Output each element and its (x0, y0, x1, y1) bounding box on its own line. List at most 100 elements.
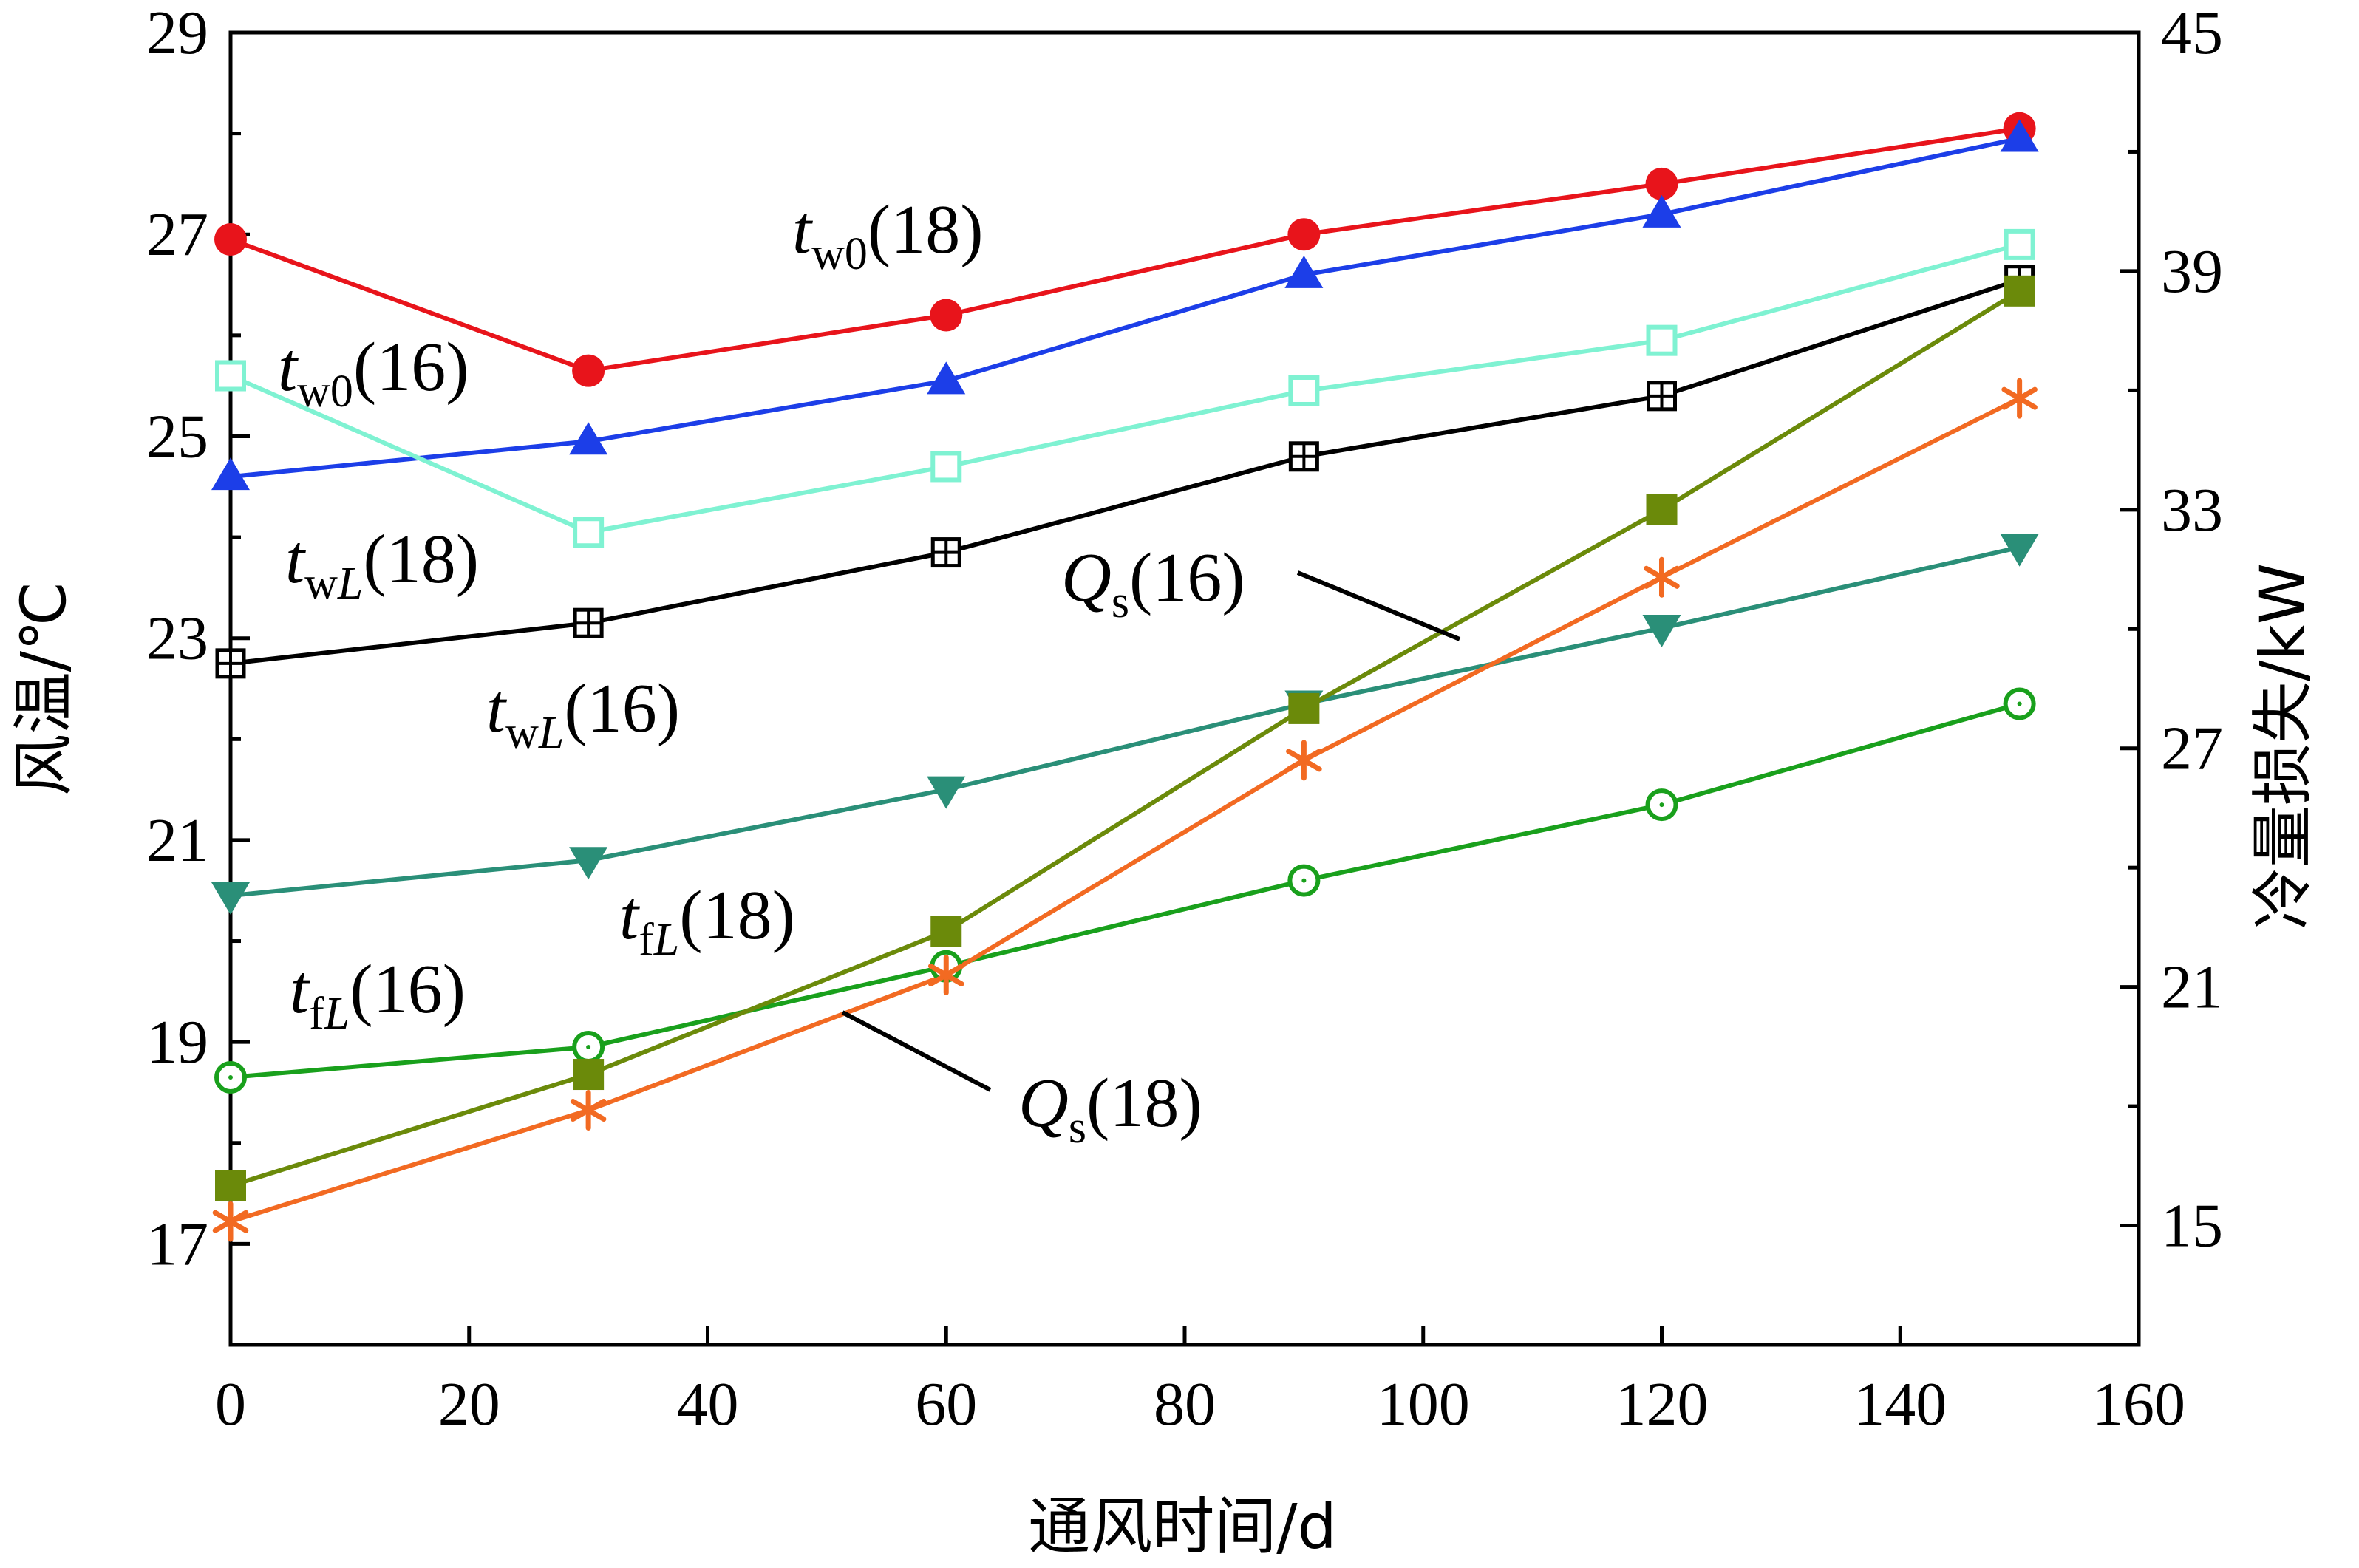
marker-tfL_18 (1642, 615, 1681, 648)
y-tick-label: 25 (146, 402, 208, 471)
marker-tw0_16 (211, 457, 250, 491)
annotation-subscript: s (1069, 1102, 1086, 1153)
annotation-leader-lines (841, 570, 1461, 1092)
marker-twL_16 (930, 537, 961, 568)
marker-twL_18 (930, 451, 962, 483)
annotation-subscript-part: w (506, 708, 539, 758)
marker-tfL_16 (1287, 864, 1321, 897)
marker-tfL_18 (927, 776, 966, 809)
marker-twL_16 (1647, 381, 1677, 412)
marker-twL_18 (573, 517, 605, 548)
y-right-ticks: 15 21 27 33 39 45 (2120, 0, 2223, 1261)
y-tick-label: 23 (146, 604, 208, 673)
annotation-subscript: fL (639, 915, 679, 965)
x-tick-label: 100 (1377, 1370, 1470, 1439)
annotation-symbol: t (619, 877, 640, 954)
marker-Qs_16 (573, 1059, 605, 1091)
marker-tfL_16 (1645, 788, 1678, 822)
series-line-tfL_16 (230, 701, 2021, 1080)
annotation-subscript: wL (304, 559, 363, 609)
annotation-label: Qs(16) (1061, 539, 1245, 627)
x-tick-label: 160 (2092, 1370, 2185, 1439)
marker-tfL_16 (214, 1060, 247, 1094)
series-markers (211, 112, 2039, 1242)
marker-tw0_16 (1642, 194, 1681, 228)
y-left-ticks: 17 19 21 23 25 27 29 (146, 0, 250, 1347)
annotation-symbol: t (285, 521, 306, 598)
marker-stroke (2001, 386, 2038, 410)
marker-dot (586, 1044, 591, 1049)
marker-Qs_18 (212, 1201, 249, 1242)
marker-twL_16 (573, 607, 604, 638)
annotation-subscript: w0 (297, 367, 353, 417)
marker-tw0_16 (927, 361, 966, 395)
marker-tw0_16 (569, 422, 608, 455)
marker-tw0_16 (2000, 119, 2039, 152)
marker-Qs_18 (2001, 378, 2038, 419)
marker-Qs_16 (215, 1170, 246, 1201)
annotation-label: twL(16) (486, 670, 680, 758)
y2-tick-label: 15 (2161, 1192, 2223, 1261)
annotation-symbol: t (486, 670, 507, 747)
annotation-suffix: (16) (350, 951, 466, 1028)
marker-twL_18 (2004, 228, 2035, 260)
annotation-subscript: fL (309, 989, 350, 1039)
plot-frame (228, 30, 2141, 1347)
y-tick-label: 29 (146, 0, 208, 67)
series-annotations: tw0(18)tw0(16)twL(18)twL(16)tfL(18)tfL(1… (278, 191, 1245, 1153)
series-line-Qs_16 (230, 289, 2021, 1188)
x-tick-label: 60 (915, 1370, 977, 1439)
series-line-tw0_18 (229, 126, 2021, 373)
annotation-suffix: (16) (564, 670, 680, 747)
marker-Qs_18 (1286, 740, 1322, 781)
annotation-subscript-part: f (309, 989, 324, 1039)
annotation-suffix: (18) (1086, 1065, 1202, 1142)
y2-tick-label: 45 (2161, 0, 2223, 67)
marker-tfL_16 (2003, 687, 2036, 720)
marker-stroke (570, 1098, 607, 1122)
y2-tick-label: 33 (2161, 476, 2223, 545)
marker-twL_16 (215, 648, 246, 679)
leader-line-qs18 (841, 1010, 992, 1092)
annotation-subscript: wL (506, 708, 564, 758)
annotation-suffix: (18) (679, 877, 795, 954)
marker-dot (2017, 701, 2022, 706)
marker-tw0_18 (1645, 167, 1678, 200)
annotation-subscript-part: L (337, 559, 363, 609)
x-tick-label: 40 (677, 1370, 739, 1439)
marker-tfL_18 (211, 882, 250, 916)
series-line-tfL_18 (230, 545, 2021, 899)
x-tick-label: 140 (1854, 1370, 1947, 1439)
x-tick-label: 0 (215, 1370, 246, 1439)
series-lines (229, 126, 2021, 1224)
marker-dot (228, 1074, 233, 1080)
annotation-subscript: w0 (811, 229, 868, 279)
series-line-tw0_16 (230, 136, 2021, 480)
y-tick-label: 19 (146, 1008, 208, 1077)
marker-stroke (1286, 749, 1322, 772)
marker-tw0_18 (1287, 218, 1321, 251)
x-ticks: 0 20 40 60 80 100 120 140 160 (215, 1326, 2185, 1439)
series-line-Qs_18 (230, 396, 2021, 1224)
marker-Qs_18 (927, 954, 964, 995)
marker-tw0_18 (572, 354, 605, 387)
y2-tick-label: 21 (2161, 953, 2223, 1022)
y-tick-label: 17 (146, 1210, 208, 1278)
marker-dot (1301, 878, 1307, 883)
marker-stroke (212, 1210, 249, 1233)
x-tick-label: 80 (1154, 1370, 1216, 1439)
annotation-subscript-part: w (304, 559, 338, 609)
y2-tick-label: 39 (2161, 237, 2223, 306)
marker-tw0_18 (214, 223, 247, 256)
marker-Qs_16 (930, 916, 962, 947)
marker-tfL_16 (572, 1030, 605, 1063)
y-tick-label: 27 (146, 200, 208, 269)
annotation-subscript-part: L (324, 989, 350, 1039)
annotation-subscript-part: L (538, 708, 564, 758)
annotation-label: tw0(18) (792, 191, 984, 279)
marker-Qs_16 (1646, 494, 1678, 525)
y2-tick-label: 27 (2161, 715, 2223, 783)
marker-Qs_18 (1644, 556, 1680, 598)
marker-twL_18 (1288, 375, 1320, 406)
